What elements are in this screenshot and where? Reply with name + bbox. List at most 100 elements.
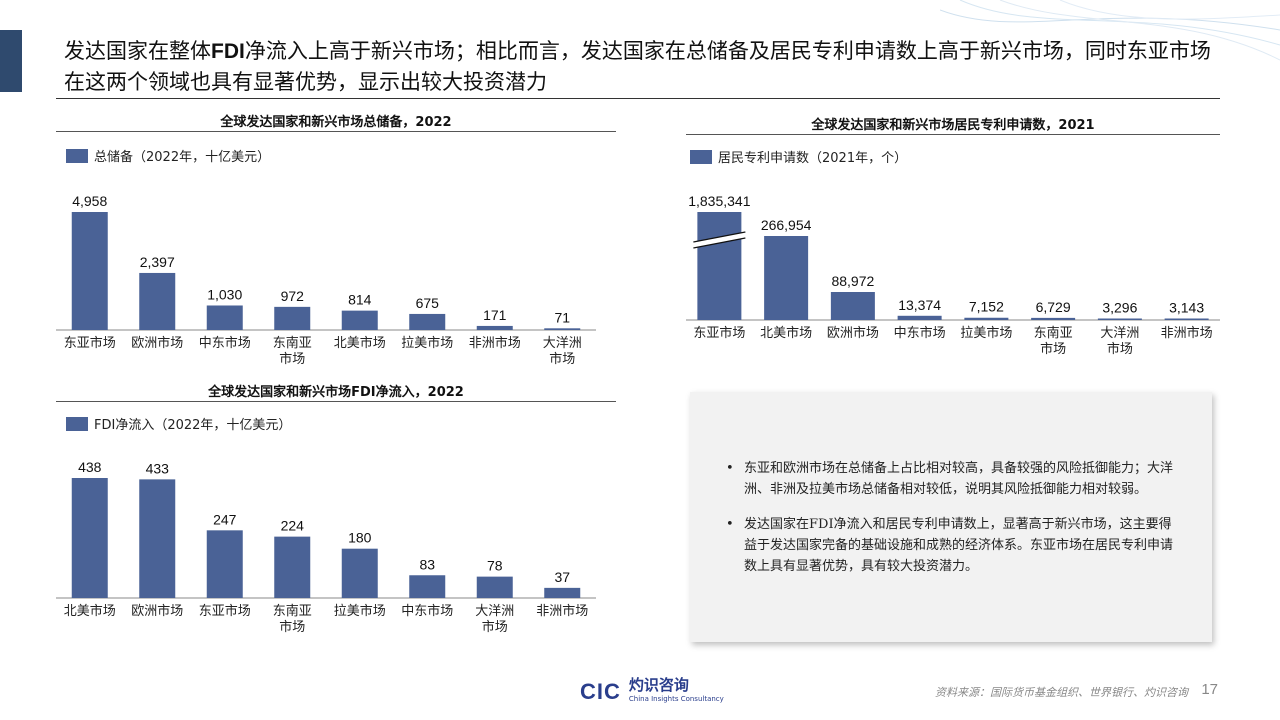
category-label-7: 大洋洲 [543, 336, 582, 351]
data-label-0: 438 [78, 459, 102, 475]
bar-4 [964, 317, 1009, 320]
chart-title-rule-reserves [56, 131, 616, 132]
legend-label: FDI净流入（2022年，十亿美元） [94, 418, 292, 433]
category-label-6: 非洲市场 [469, 335, 521, 351]
chart-title-rule-patents [686, 134, 1220, 135]
category-label-5: 拉美市场 [401, 335, 453, 351]
category-label-0: 东亚市场 [64, 335, 116, 351]
category-label-7: 非洲市场 [1161, 325, 1213, 341]
bar-3 [274, 536, 311, 598]
bar-1 [139, 272, 176, 330]
data-label-4: 814 [348, 292, 372, 308]
category-label-7-line2: 市场 [549, 351, 575, 367]
data-label-3: 13,374 [898, 297, 941, 313]
data-label-1: 2,397 [140, 254, 175, 270]
legend-label: 总储备（2022年，十亿美元） [94, 150, 271, 165]
category-label-3-line2: 市场 [279, 351, 305, 367]
category-label-4: 北美市场 [334, 335, 386, 351]
data-label-3: 224 [281, 518, 305, 534]
category-label-6: 大洋洲 [1100, 326, 1139, 341]
data-label-7: 71 [554, 309, 570, 325]
bar-0 [697, 212, 742, 320]
bar-5 [409, 313, 446, 330]
category-label-2: 东亚市场 [199, 603, 251, 619]
category-label-4: 拉美市场 [960, 325, 1012, 341]
bar-7 [544, 587, 581, 598]
category-label-7: 非洲市场 [536, 603, 588, 619]
data-label-2: 247 [213, 511, 237, 527]
data-label-1: 433 [146, 460, 170, 476]
category-label-3-line2: 市场 [279, 619, 305, 635]
category-label-6-line2: 市场 [1107, 341, 1133, 357]
category-label-1: 欧洲市场 [131, 603, 183, 619]
page-number: 17 [1201, 681, 1218, 698]
logo-brand-en: China Insights Consultancy [628, 695, 724, 703]
bar-0 [71, 212, 108, 330]
bar-0 [71, 478, 108, 598]
bar-4 [341, 310, 378, 330]
category-label-5-line2: 市场 [1040, 341, 1066, 357]
data-label-1: 266,954 [761, 217, 812, 233]
category-label-4: 拉美市场 [334, 603, 386, 619]
category-label-1: 欧洲市场 [131, 335, 183, 351]
logo-cic-mark: CIC [580, 679, 621, 704]
category-label-3: 东南亚 [273, 335, 312, 351]
data-label-0: 4,958 [72, 193, 107, 209]
key-findings-list: 东亚和欧洲市场在总储备上占比相对较高，具备较强的风险抵御能力；大洋洲、非洲及拉美… [690, 392, 1212, 577]
axis-break-line-bottom [693, 237, 746, 249]
left-accent-bar [0, 30, 22, 92]
data-label-6: 171 [483, 307, 507, 323]
chart-title-patents: 全球发达国家和新兴市场居民专利申请数，2021 [811, 118, 1095, 133]
bar-7 [1164, 318, 1209, 320]
key-findings-box: 东亚和欧洲市场在总储备上占比相对较高，具备较强的风险抵御能力；大洋洲、非洲及拉美… [690, 392, 1212, 642]
logo-brand: 灼识咨询 China Insights Consultancy [629, 678, 724, 706]
bar-2 [830, 292, 875, 320]
bar-2 [206, 305, 243, 330]
data-label-4: 180 [348, 530, 372, 546]
bar-2 [206, 530, 243, 598]
legend-fdi: FDI净流入（2022年，十亿美元） [66, 414, 291, 433]
category-label-5: 中东市场 [401, 603, 453, 619]
category-label-2: 中东市场 [199, 335, 251, 351]
legend-swatch [690, 149, 712, 164]
title-divider [56, 98, 1220, 99]
bar-5 [409, 575, 446, 598]
bar-6 [1097, 318, 1142, 320]
source-note: 资料来源：国际货币基金组织、世界银行、灼识咨询 [935, 686, 1188, 699]
footer-logo: CIC 灼识咨询 China Insights Consultancy [580, 678, 724, 706]
chart-title-fdi: 全球发达国家和新兴市场FDI净流入，2022 [208, 385, 464, 400]
category-label-3: 中东市场 [894, 325, 946, 341]
chart-patents: 1,835,341 东亚市场 266,954 北美市场 88,972 欧洲市场 13,374… [686, 193, 1220, 357]
bar-1 [139, 479, 176, 598]
data-label-5: 83 [419, 556, 435, 572]
bar-6 [476, 576, 513, 598]
finding-reserves: 东亚和欧洲市场在总储备上占比相对较高，具备较强的风险抵御能力；大洋洲、非洲及拉美… [726, 458, 1182, 500]
data-label-6: 3,296 [1102, 300, 1137, 316]
category-label-3: 东南亚 [273, 603, 312, 619]
data-label-5: 675 [416, 295, 440, 311]
category-label-2: 欧洲市场 [827, 325, 879, 341]
legend-label: 居民专利申请数（2021年，个） [718, 151, 908, 166]
axis-break-gap [693, 232, 746, 248]
chart-title-rule-fdi [56, 401, 616, 402]
bar-5 [1031, 317, 1076, 320]
decorative-waves [940, 0, 1280, 61]
data-label-2: 88,972 [831, 273, 874, 289]
bar-7 [544, 328, 581, 330]
category-label-6: 大洋洲 [475, 604, 514, 619]
axis-break-line-top [693, 231, 746, 243]
bar-4 [341, 548, 378, 598]
category-label-0: 东亚市场 [693, 325, 745, 341]
legend-swatch [66, 416, 88, 431]
bar-1 [764, 236, 809, 320]
category-label-0: 北美市场 [64, 603, 116, 619]
data-label-3: 972 [281, 288, 305, 304]
data-label-4: 7,152 [969, 299, 1004, 315]
page-title: 发达国家在整体FDI净流入上高于新兴市场；相比而言，发达国家在总储备及居民专利申… [64, 39, 1211, 94]
data-label-7: 37 [554, 569, 570, 585]
legend-patents: 居民专利申请数（2021年，个） [690, 147, 907, 166]
category-label-1: 北美市场 [760, 325, 812, 341]
chart-title-reserves: 全球发达国家和新兴市场总储备，2022 [220, 115, 452, 130]
data-label-5: 6,729 [1036, 299, 1071, 315]
